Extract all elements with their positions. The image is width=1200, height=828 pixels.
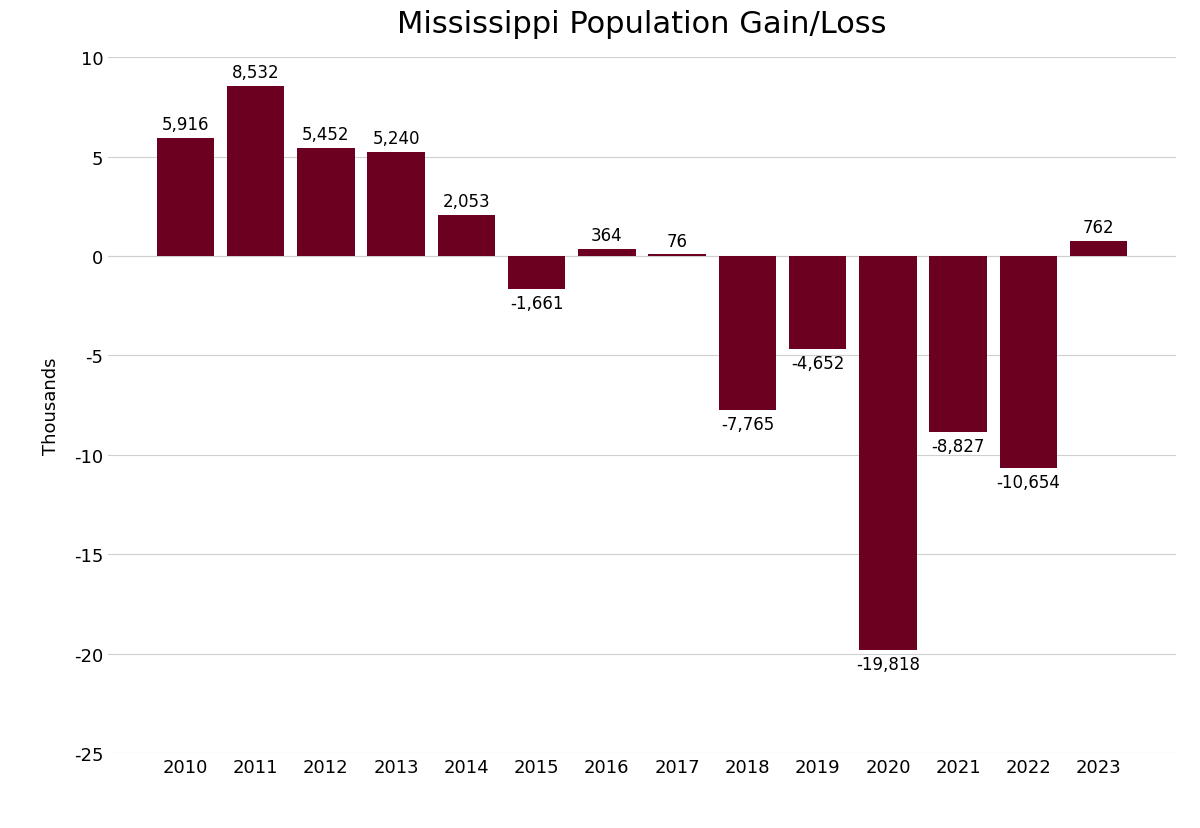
- Bar: [788, 257, 846, 349]
- Bar: [859, 257, 917, 651]
- Text: 76: 76: [667, 232, 688, 250]
- Text: 8,532: 8,532: [232, 65, 280, 82]
- Text: 364: 364: [592, 227, 623, 244]
- Bar: [227, 87, 284, 257]
- Text: -7,765: -7,765: [721, 416, 774, 434]
- Y-axis label: Thousands: Thousands: [42, 357, 60, 455]
- Bar: [508, 257, 565, 290]
- Bar: [298, 148, 355, 257]
- Text: -19,818: -19,818: [856, 656, 920, 673]
- Bar: [578, 249, 636, 257]
- Text: -10,654: -10,654: [996, 474, 1061, 491]
- Bar: [719, 257, 776, 411]
- Bar: [438, 216, 496, 257]
- Bar: [367, 152, 425, 257]
- Text: 762: 762: [1082, 219, 1115, 237]
- Text: -1,661: -1,661: [510, 295, 563, 313]
- Text: 2,053: 2,053: [443, 193, 490, 211]
- Bar: [156, 139, 214, 257]
- Bar: [648, 255, 706, 257]
- Bar: [929, 257, 986, 432]
- Title: Mississippi Population Gain/Loss: Mississippi Population Gain/Loss: [397, 10, 887, 39]
- Bar: [1070, 242, 1128, 257]
- Bar: [1000, 257, 1057, 469]
- Text: 5,916: 5,916: [162, 116, 209, 134]
- Text: 5,452: 5,452: [302, 125, 349, 143]
- Text: 5,240: 5,240: [372, 130, 420, 147]
- Text: -8,827: -8,827: [931, 437, 985, 455]
- Text: -4,652: -4,652: [791, 354, 845, 372]
